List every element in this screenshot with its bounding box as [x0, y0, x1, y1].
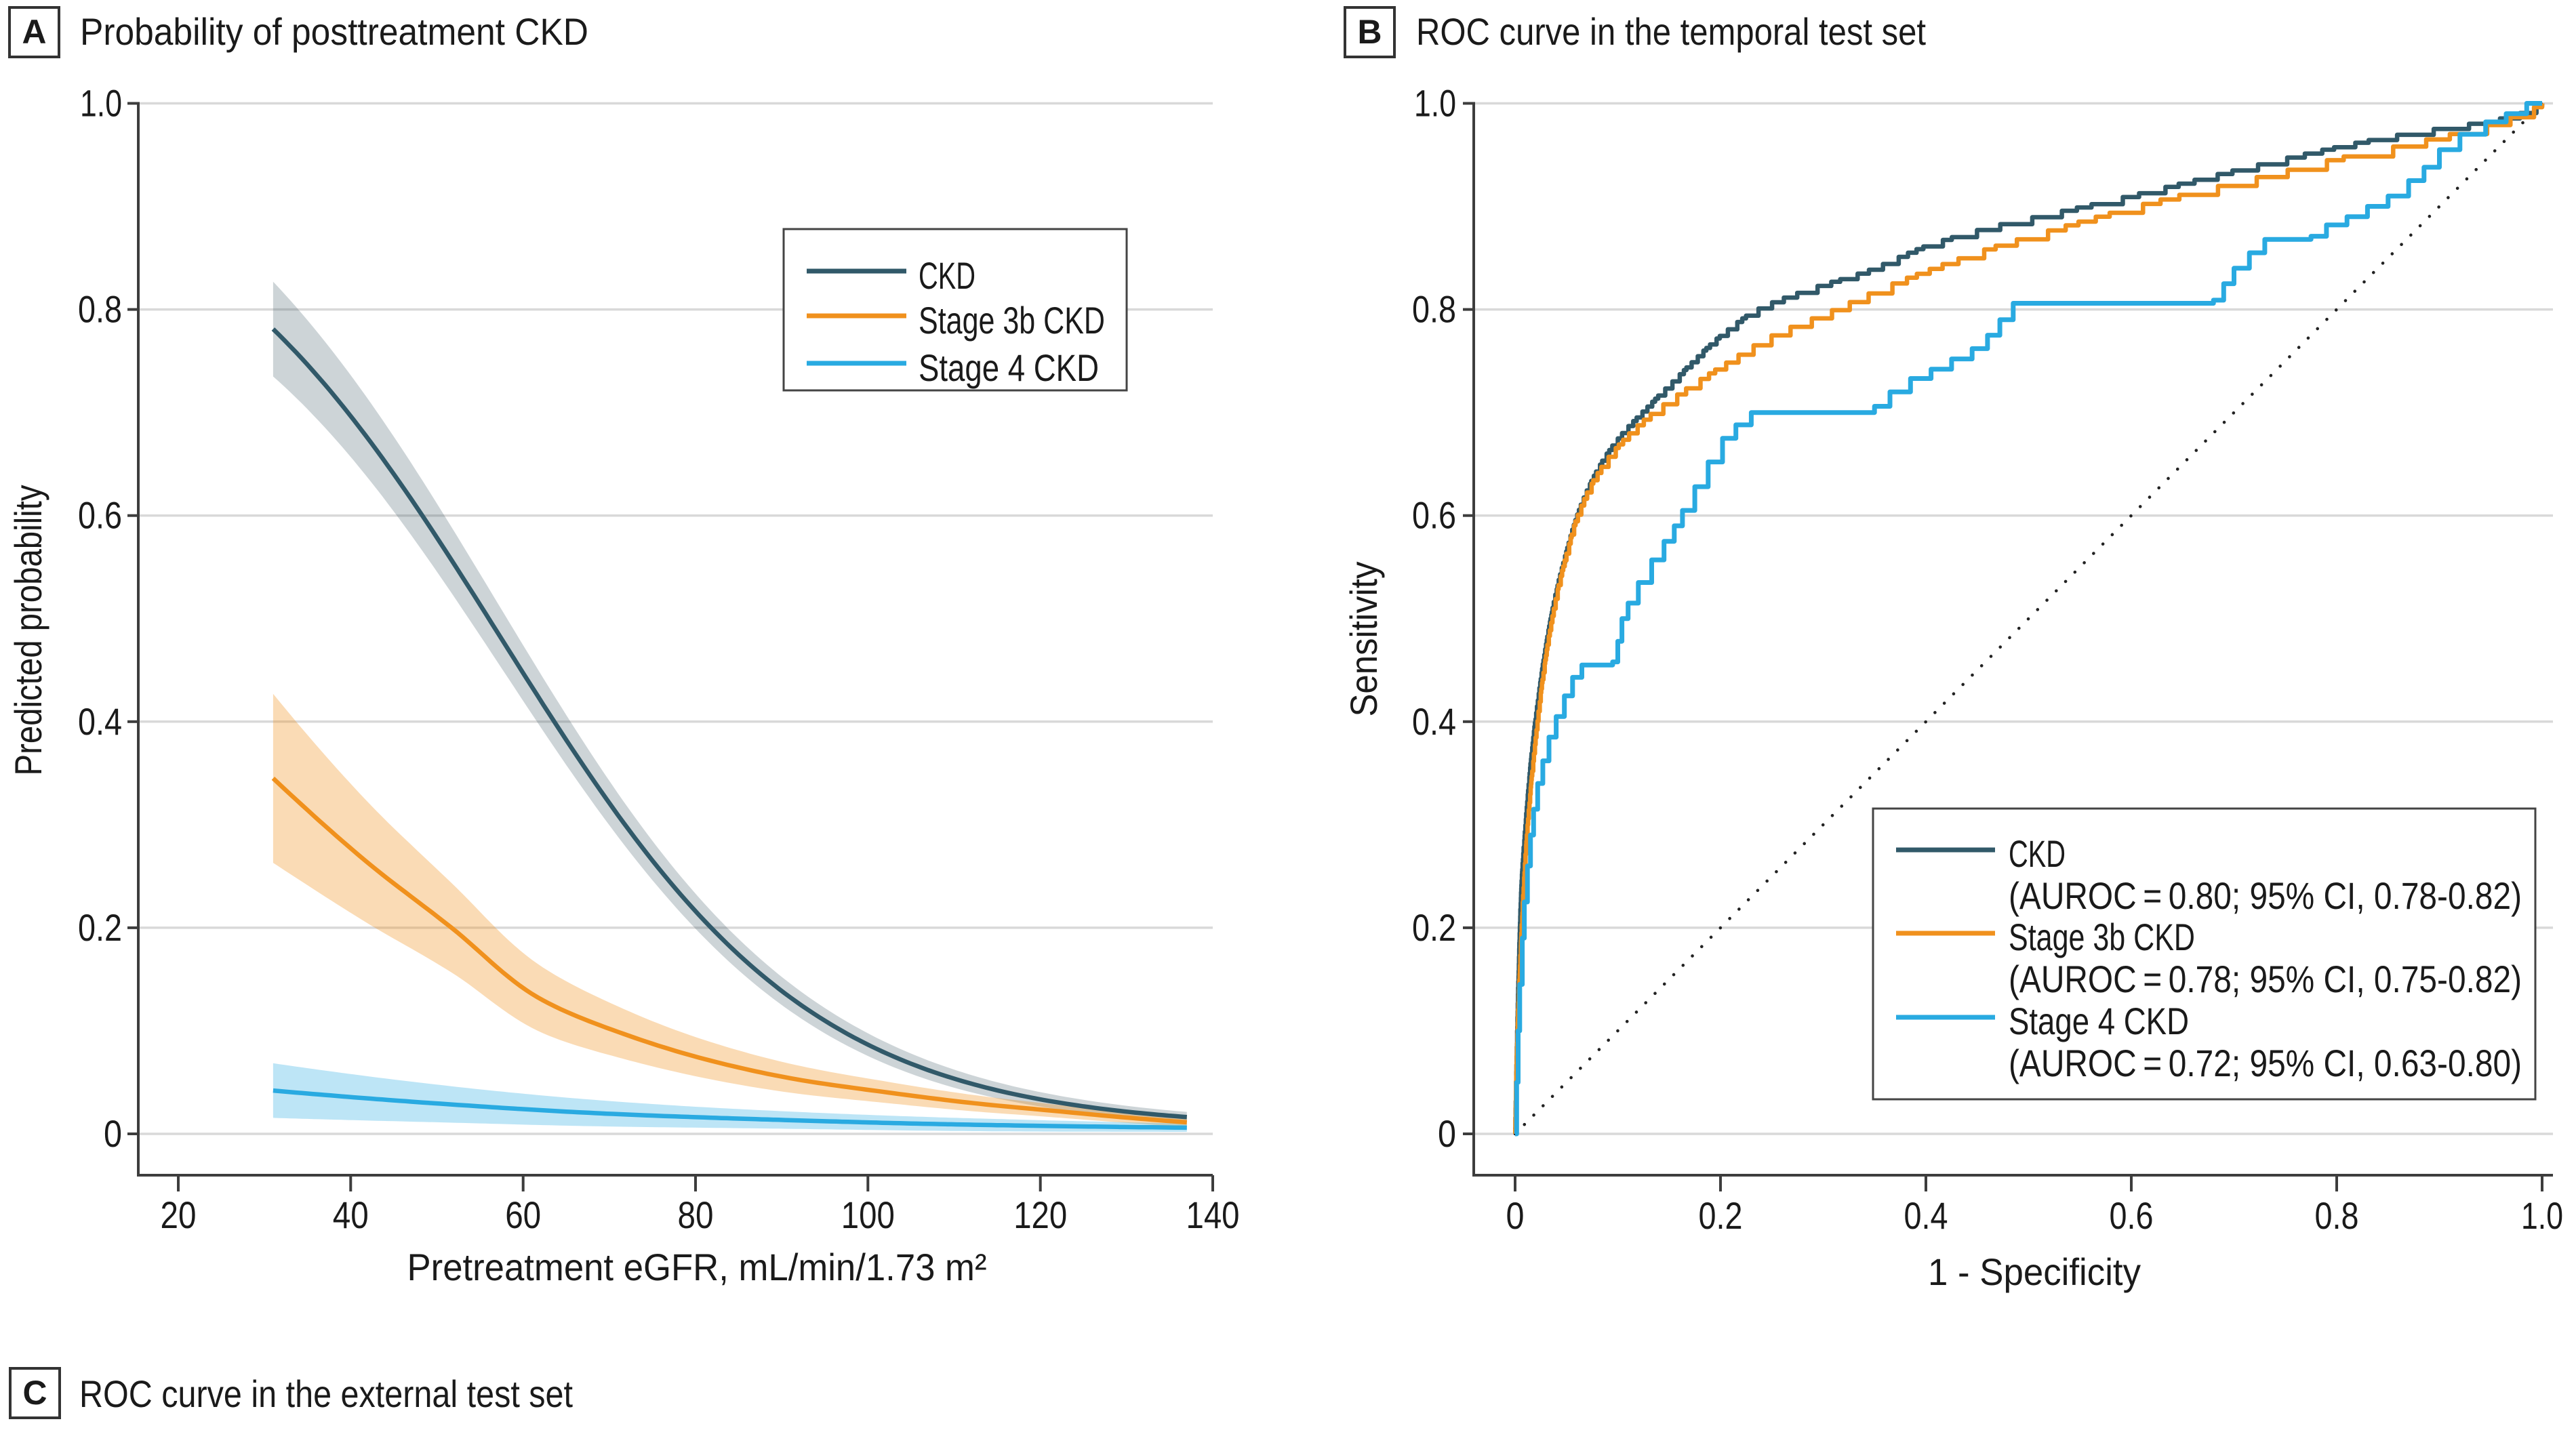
svg-text:0.4: 0.4 [1904, 1194, 1948, 1237]
svg-text:ROC curve in the temporal test: ROC curve in the temporal test set [1416, 10, 1926, 53]
svg-text:0.2: 0.2 [1699, 1194, 1743, 1237]
svg-text:140: 140 [1186, 1193, 1240, 1236]
svg-text:Predicted probability: Predicted probability [7, 485, 49, 776]
svg-text:0.2: 0.2 [1412, 906, 1456, 949]
svg-text:1.0: 1.0 [2521, 1194, 2563, 1237]
svg-text:0.8: 0.8 [1412, 288, 1456, 331]
svg-text:Pretreatment eGFR, mL/min/1.73: Pretreatment eGFR, mL/min/1.73 m² [407, 1246, 987, 1288]
svg-text:A: A [22, 13, 47, 51]
svg-text:ROC curve in the external test: ROC curve in the external test set [79, 1372, 573, 1415]
svg-text:(AUROC = 0.72; 95% CI, 0.63-0.: (AUROC = 0.72; 95% CI, 0.63-0.80) [2009, 1042, 2522, 1084]
svg-text:0: 0 [104, 1112, 122, 1155]
svg-text:1.0: 1.0 [80, 82, 122, 125]
svg-text:100: 100 [841, 1193, 895, 1236]
svg-text:0.8: 0.8 [78, 288, 122, 331]
svg-text:CKD: CKD [919, 254, 975, 297]
svg-text:Stage 4 CKD: Stage 4 CKD [919, 346, 1099, 389]
svg-text:0.8: 0.8 [2315, 1194, 2359, 1237]
svg-text:0.6: 0.6 [1412, 494, 1456, 537]
svg-text:60: 60 [505, 1193, 541, 1236]
svg-text:Probability of posttreatment C: Probability of posttreatment CKD [80, 10, 588, 53]
svg-text:(AUROC = 0.80; 95% CI, 0.78-0.: (AUROC = 0.80; 95% CI, 0.78-0.82) [2009, 874, 2522, 917]
svg-text:0.4: 0.4 [78, 700, 122, 743]
svg-text:0.2: 0.2 [78, 906, 122, 949]
svg-text:0: 0 [1506, 1194, 1525, 1237]
svg-text:0.6: 0.6 [78, 494, 122, 537]
svg-text:20: 20 [161, 1193, 197, 1236]
svg-text:CKD: CKD [2009, 832, 2066, 875]
svg-text:0.6: 0.6 [2110, 1194, 2154, 1237]
svg-text:120: 120 [1013, 1193, 1067, 1236]
svg-text:(AUROC = 0.78; 95% CI, 0.75-0.: (AUROC = 0.78; 95% CI, 0.75-0.82) [2009, 958, 2522, 1000]
svg-text:1 - Specificity: 1 - Specificity [1928, 1250, 2141, 1293]
svg-text:80: 80 [678, 1193, 714, 1236]
svg-text:40: 40 [333, 1193, 369, 1236]
svg-text:Stage 3b CKD: Stage 3b CKD [919, 299, 1105, 342]
svg-text:1.0: 1.0 [1414, 82, 1456, 125]
svg-text:Stage 3b CKD: Stage 3b CKD [2009, 916, 2195, 958]
svg-text:Sensitivity: Sensitivity [1342, 562, 1385, 717]
svg-text:Stage 4 CKD: Stage 4 CKD [2009, 1000, 2189, 1042]
svg-text:0: 0 [1438, 1112, 1456, 1155]
svg-text:C: C [23, 1374, 47, 1412]
svg-text:0.4: 0.4 [1412, 700, 1456, 743]
svg-text:B: B [1358, 13, 1382, 51]
